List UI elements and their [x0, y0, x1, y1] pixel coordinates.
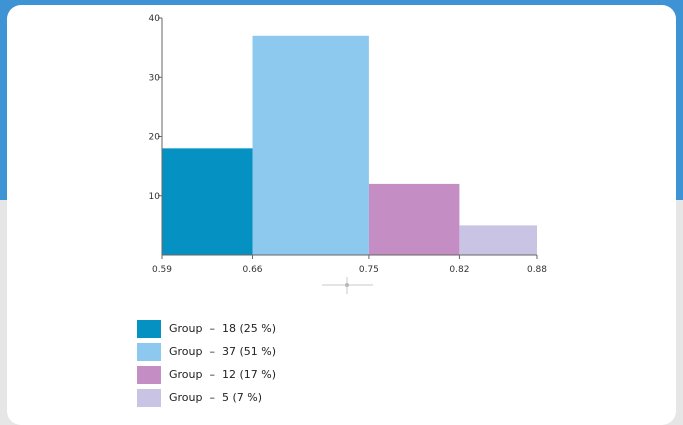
histogram-bar [252, 35, 369, 256]
histogram-chart: 10 20 30 40 0.59 0.66 0.75 0.82 0.88 [149, 14, 547, 294]
x-tick-label: 0.59 [152, 265, 172, 275]
legend-item: Group – 5 (7 %) [137, 387, 276, 408]
x-tick-label: 0.66 [242, 265, 262, 275]
y-tick-label: 10 [149, 192, 161, 202]
legend-swatch [137, 342, 161, 361]
legend-item: Group – 18 (25 %) [137, 318, 276, 339]
histogram-bar [162, 148, 253, 255]
legend-item: Group – 12 (17 %) [137, 364, 276, 385]
legend-swatch [137, 365, 161, 384]
resize-handle-icon[interactable] [322, 277, 373, 294]
legend-label: Group – 37 (51 %) [169, 345, 276, 358]
x-tick-label: 0.88 [527, 265, 547, 275]
legend-swatch [137, 388, 161, 407]
chart-legend: Group – 18 (25 %) Group – 37 (51 %) Group … [137, 318, 276, 410]
y-tick-label: 20 [149, 133, 161, 143]
x-tick-label: 0.82 [449, 265, 469, 275]
legend-label: Group – 5 (7 %) [169, 391, 263, 404]
y-tick-label: 30 [149, 73, 161, 83]
legend-label: Group – 12 (17 %) [169, 368, 276, 381]
legend-swatch [137, 319, 161, 338]
histogram-bar [368, 183, 460, 255]
legend-label: Group – 18 (25 %) [169, 322, 276, 335]
legend-item: Group – 37 (51 %) [137, 341, 276, 362]
x-tick-label: 0.75 [359, 265, 379, 275]
histogram-bar [459, 225, 537, 255]
y-tick-label: 40 [149, 14, 161, 24]
